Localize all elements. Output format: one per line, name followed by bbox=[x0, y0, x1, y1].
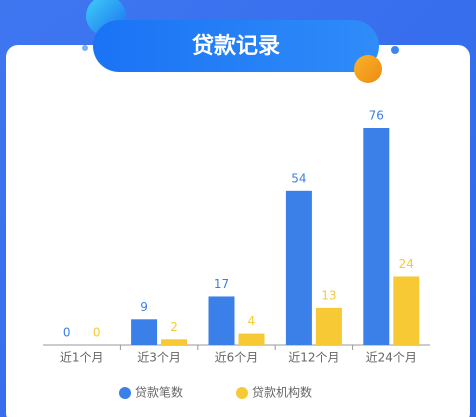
legend-label: 贷款机构数 bbox=[252, 385, 312, 400]
bar bbox=[285, 190, 312, 345]
x-tick-label: 近3个月 bbox=[137, 351, 181, 365]
data-label: 0 bbox=[63, 326, 71, 340]
data-label: 17 bbox=[214, 277, 229, 291]
decor-orb bbox=[354, 55, 382, 83]
data-label: 54 bbox=[291, 171, 306, 185]
data-label: 4 bbox=[248, 314, 256, 328]
bar bbox=[161, 339, 188, 345]
data-label: 0 bbox=[93, 326, 101, 340]
title-pill bbox=[93, 20, 379, 72]
card bbox=[6, 45, 470, 417]
data-label: 9 bbox=[140, 300, 148, 314]
data-label: 2 bbox=[170, 320, 178, 334]
legend-marker bbox=[119, 387, 131, 399]
bar bbox=[363, 128, 390, 345]
x-tick-label: 近12个月 bbox=[288, 351, 339, 365]
x-tick-label: 近1个月 bbox=[60, 351, 104, 365]
decor-dot bbox=[82, 45, 88, 51]
x-tick-label: 近24个月 bbox=[366, 351, 417, 365]
bar bbox=[315, 307, 342, 345]
bar bbox=[238, 333, 265, 345]
decor-dot bbox=[391, 46, 399, 54]
bar bbox=[208, 296, 235, 345]
x-tick-label: 近6个月 bbox=[215, 351, 259, 365]
legend-label: 贷款笔数 bbox=[135, 385, 183, 400]
bar bbox=[393, 276, 420, 345]
legend-marker bbox=[236, 387, 248, 399]
data-label: 76 bbox=[369, 109, 384, 123]
chart-title: 贷款记录 bbox=[192, 33, 280, 59]
bar bbox=[131, 319, 158, 345]
data-label: 13 bbox=[321, 288, 336, 302]
data-label: 24 bbox=[399, 257, 414, 271]
